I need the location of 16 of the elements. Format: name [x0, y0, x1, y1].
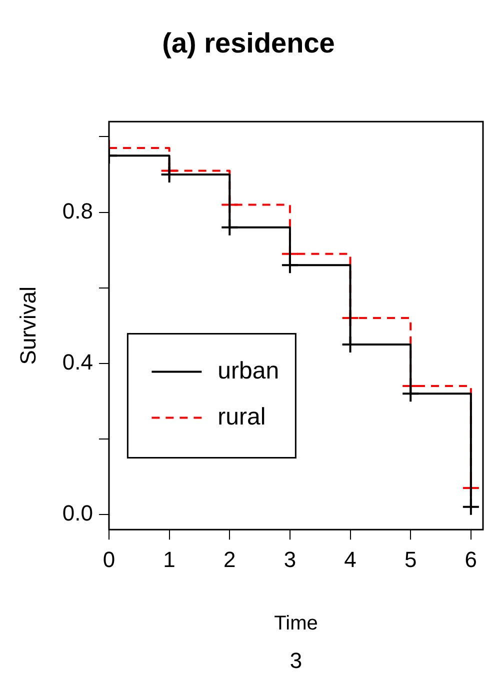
y-axis-title: Survival: [15, 286, 40, 365]
y-tick-label: 0.8: [62, 198, 93, 224]
x-tick-label: 3: [284, 546, 296, 572]
legend-label: rural: [218, 403, 266, 430]
x-tick-label: 6: [464, 546, 478, 572]
y-tick-label: 0.4: [62, 349, 93, 374]
chart-title: (a) residence: [162, 28, 335, 59]
text: 3: [290, 648, 302, 673]
x-tick-label: 4: [344, 546, 356, 572]
x-tick-label: 5: [404, 546, 417, 572]
x-axis-title: Time: [274, 612, 318, 635]
x-tick-label: 0: [102, 546, 116, 572]
legend-label: urban: [218, 357, 280, 384]
x-tick-label: 1: [163, 546, 176, 572]
y-tick-label: 0.0: [62, 500, 93, 526]
x-tick-label: 2: [224, 546, 236, 572]
